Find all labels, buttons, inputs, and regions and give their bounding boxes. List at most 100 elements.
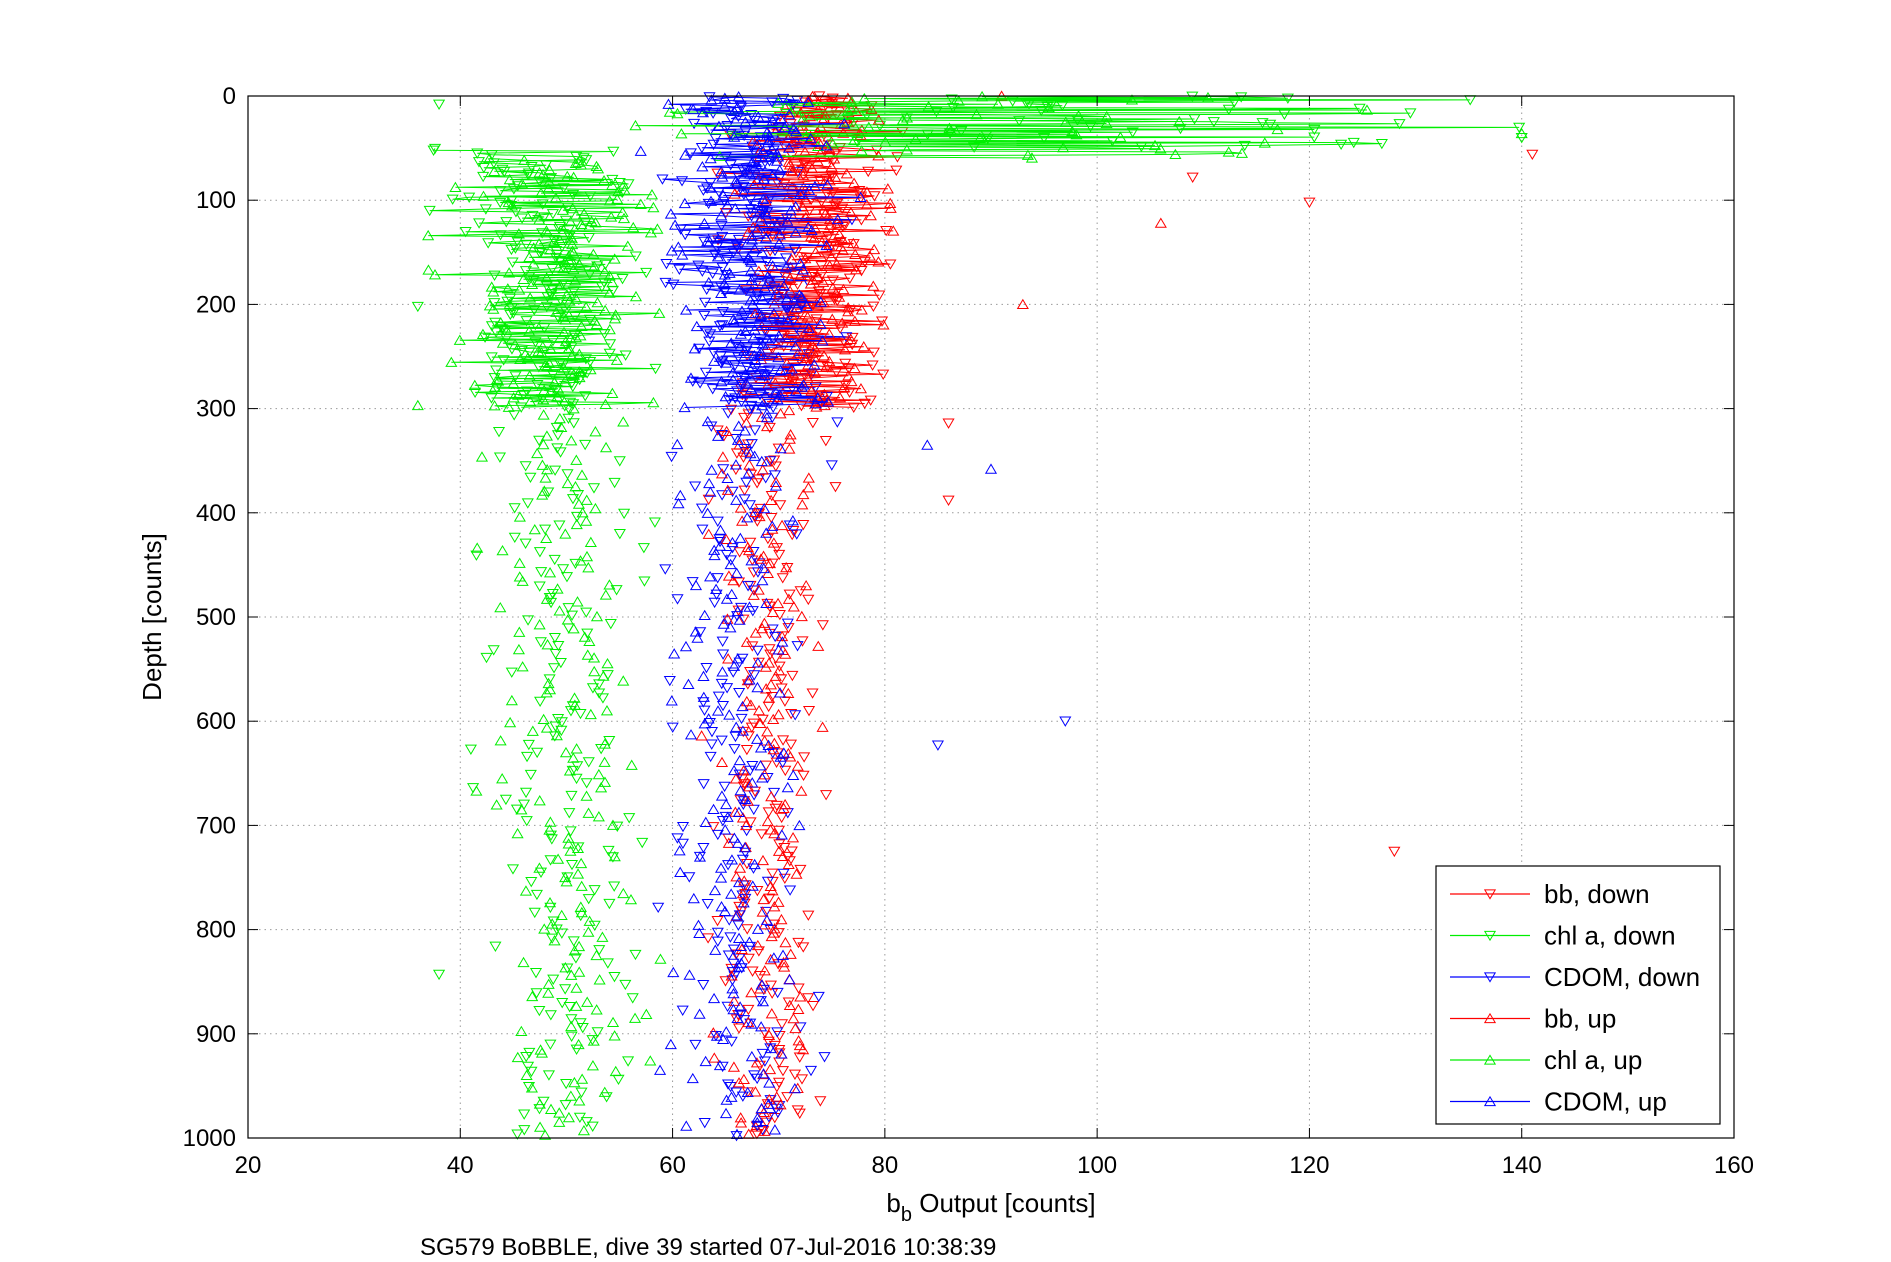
data-point (553, 605, 566, 616)
data-point (860, 199, 873, 210)
data-point (721, 811, 734, 822)
data-point (752, 111, 765, 122)
data-point (697, 842, 710, 854)
data-point (808, 351, 821, 363)
data-point (672, 497, 685, 509)
data-point (751, 885, 764, 897)
data-point (742, 1016, 755, 1028)
data-point (767, 713, 780, 725)
x-tick-label: 140 (1502, 1152, 1542, 1179)
data-point (848, 315, 861, 326)
data-point (527, 258, 540, 269)
data-point (729, 773, 742, 784)
data-point (726, 543, 739, 554)
data-point (566, 238, 579, 250)
data-point (765, 97, 779, 108)
data-point (721, 1079, 735, 1090)
data-point (521, 352, 535, 363)
data-point (588, 260, 601, 272)
data-point (546, 209, 559, 220)
data-point (687, 892, 700, 904)
data-point (787, 138, 800, 150)
data-point (745, 109, 758, 121)
data-point (577, 1124, 590, 1136)
data-point (731, 837, 744, 848)
data-point (544, 1010, 557, 1021)
data-point (715, 210, 728, 221)
data-point (845, 375, 858, 387)
data-point (758, 1125, 771, 1136)
data-point (854, 193, 867, 204)
data-point (802, 472, 815, 483)
data-point (519, 266, 532, 277)
data-point (617, 212, 631, 224)
data-point (867, 280, 880, 291)
data-point (766, 344, 779, 355)
data-point (698, 217, 711, 229)
data-point (701, 415, 714, 427)
data-point (733, 688, 746, 699)
data-point (557, 564, 570, 575)
data-point (536, 459, 549, 470)
data-point (840, 168, 853, 179)
data-point (573, 259, 586, 270)
data-point (488, 400, 501, 411)
data-point (769, 461, 782, 472)
data-point (793, 1108, 806, 1119)
data-point (528, 305, 541, 316)
data-point (678, 401, 691, 413)
data-point (529, 319, 542, 331)
data-point (526, 990, 539, 1002)
data-point (556, 204, 569, 215)
data-point (574, 901, 587, 912)
data-point (847, 402, 860, 414)
data-point (508, 503, 521, 514)
data-point (784, 119, 797, 130)
data-point (727, 574, 740, 586)
data-point (740, 695, 753, 707)
data-point (809, 397, 822, 409)
data-point (732, 876, 746, 888)
x-axis-label: bb Output [counts] (886, 1188, 1095, 1226)
data-point (559, 314, 572, 325)
data-point (506, 257, 519, 268)
data-point (815, 236, 829, 247)
data-point (722, 653, 735, 664)
data-point (714, 524, 727, 535)
data-point (1025, 152, 1039, 163)
data-point (644, 227, 657, 238)
data-point (786, 165, 799, 177)
data-point (738, 494, 751, 505)
data-point (774, 112, 787, 124)
data-point (708, 884, 722, 896)
data-point (727, 1061, 740, 1072)
data-point (740, 744, 753, 756)
data-point (1057, 141, 1070, 153)
data-point (758, 1056, 771, 1067)
data-point (739, 116, 752, 127)
data-point (1072, 110, 1085, 121)
data-point (877, 369, 890, 380)
data-point (660, 259, 673, 270)
data-point (741, 795, 754, 806)
data-point (727, 1003, 740, 1015)
data-point (804, 278, 817, 289)
x-tick-label: 60 (659, 1152, 686, 1179)
data-point (700, 183, 714, 194)
data-point (739, 847, 752, 859)
data-point (1148, 139, 1162, 151)
data-point (805, 194, 818, 205)
series-line (635, 96, 1368, 159)
data-point (754, 717, 767, 729)
data-point (559, 335, 572, 347)
data-point (499, 322, 512, 333)
y-tick-label: 900 (196, 1021, 236, 1048)
data-point (606, 1016, 620, 1028)
data-point (750, 403, 763, 414)
legend-label: chl a, down (1544, 921, 1676, 951)
data-point (748, 324, 761, 335)
data-point (568, 692, 581, 703)
data-point (1186, 172, 1199, 183)
data-point (791, 641, 804, 652)
data-point (752, 657, 765, 669)
